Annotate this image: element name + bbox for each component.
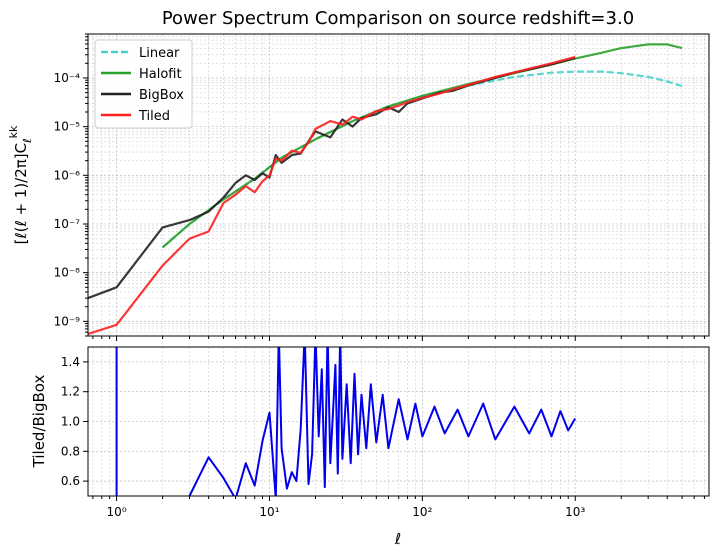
y-tick-label: 10⁻⁷ [54,217,81,231]
y-tick-label: 10⁻⁹ [54,314,81,328]
series-ratio-line [115,347,577,496]
y-tick-label: 10⁻⁶ [54,168,81,182]
legend-label: Linear [139,46,180,61]
spectrum-panel: 10⁻⁹ 10⁻⁸ 10⁻⁷ 10⁻⁶ 10⁻⁵ 10⁻⁴ [ℓ(ℓ + 1)/2π]Cℓ… [7,33,710,341]
y-tick-label: 1.4 [61,355,80,369]
legend-label: Tiled [138,109,170,124]
tick-group: 10⁰ 10¹ 10² 10³ 0.6 0.8 1.0 1.2 1.4 [61,355,705,519]
y-tick-label: 0.8 [61,444,80,458]
y-tick-label: 10⁻⁴ [54,71,81,85]
tick-group: 10⁻⁹ 10⁻⁸ 10⁻⁷ 10⁻⁶ 10⁻⁵ 10⁻⁴ [54,33,705,341]
y-tick-label: 10⁻⁸ [54,266,81,280]
legend-box [94,39,193,129]
x-tick-label: 10² [412,505,432,519]
x-tick-label: 10³ [565,505,585,519]
legend: Linear Halofit BigBox Tiled [94,39,193,129]
x-tick-label: 10¹ [259,505,279,519]
grid [88,347,709,496]
x-tick-label: 10⁰ [107,505,127,519]
series-halofit-line [161,43,683,249]
y-axis-label: [ℓ(ℓ + 1)/2π]Cℓkk [7,125,34,244]
y-tick-label: 1.2 [61,385,80,399]
legend-label: Halofit [139,67,182,82]
series-group [88,43,683,336]
ratio-panel: 10⁰ 10¹ 10² 10³ 0.6 0.8 1.0 1.2 1.4 Tiled/BigBox… [30,346,710,548]
legend-label: BigBox [139,88,184,103]
y-tick-label: 1.0 [61,415,80,429]
series-group [115,347,577,496]
grid [88,33,709,337]
y-axis-label: Tiled/BigBox [30,375,48,469]
x-axis-label: ℓ [394,530,401,548]
chart-title: Power Spectrum Comparison on source reds… [162,8,634,29]
y-tick-label: 0.6 [61,474,80,488]
series-tiled-line [88,55,576,336]
y-tick-label: 10⁻⁵ [54,120,81,134]
